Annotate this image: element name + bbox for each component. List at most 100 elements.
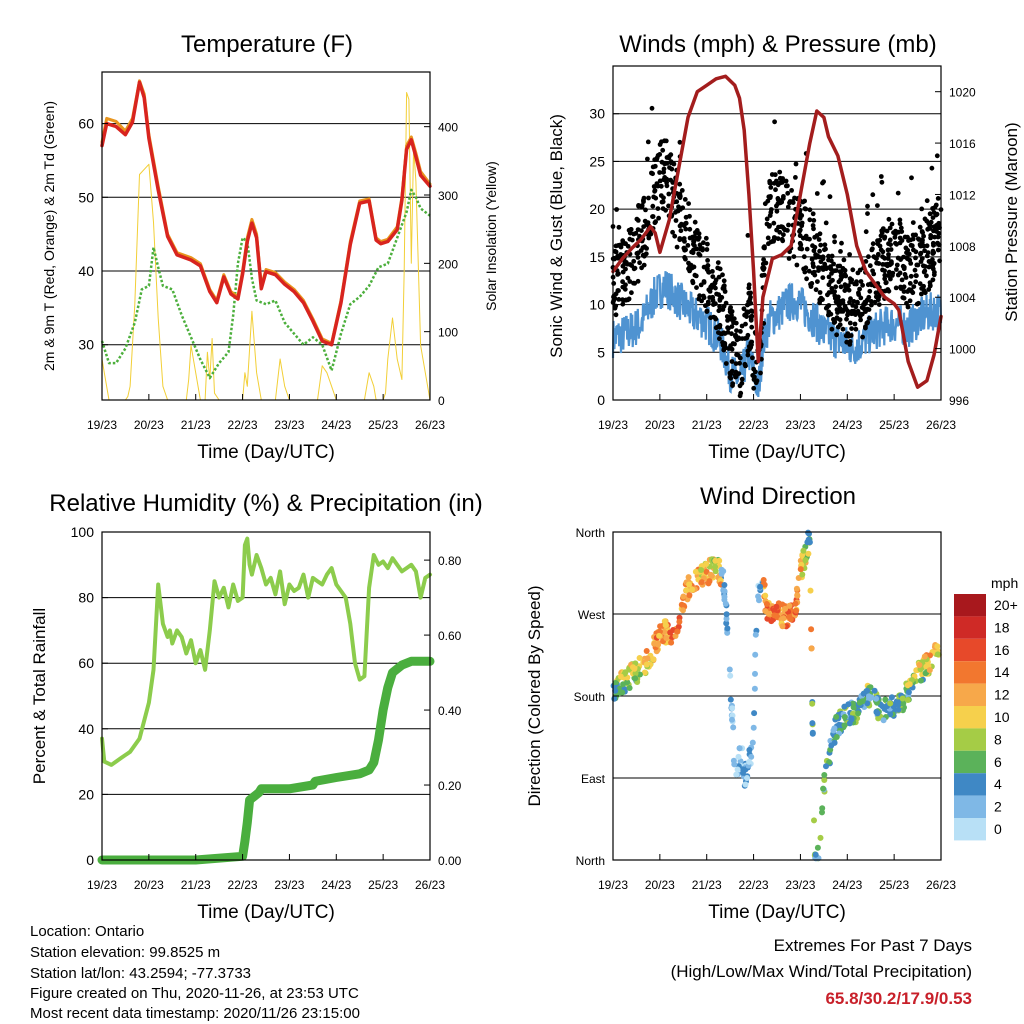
gust-point <box>673 218 679 223</box>
y-tick-label: 10 <box>589 297 605 313</box>
station-pressure-line <box>611 74 943 389</box>
gust-point <box>696 251 702 257</box>
x-tick-label: 26/23 <box>415 418 445 432</box>
gust-point <box>882 255 887 261</box>
gust-point <box>809 256 815 262</box>
direction-point <box>644 655 651 662</box>
gust-point <box>635 255 641 260</box>
gust-point <box>899 277 905 283</box>
gust-point <box>804 246 810 252</box>
gust-point <box>807 236 812 242</box>
gust-point <box>711 302 716 307</box>
direction-point <box>619 689 626 696</box>
gust-point <box>730 341 736 346</box>
gust-point <box>841 257 847 263</box>
gust-point <box>694 285 699 290</box>
gust-point <box>829 326 835 332</box>
direction-point <box>746 747 753 753</box>
legend-label: 4 <box>994 776 1002 792</box>
gust-point <box>785 183 790 189</box>
y-right-tick-label: 1000 <box>949 343 976 357</box>
gust-point <box>815 279 820 284</box>
gust-point <box>729 324 735 329</box>
humidity-plot-frame <box>101 531 431 861</box>
temperature-y-axis-title: 2m & 9m T (Red, Orange) & 2m Td (Green) <box>41 101 57 371</box>
gust-point <box>875 238 880 244</box>
gust-point <box>901 295 907 301</box>
direction-point <box>895 706 902 713</box>
gust-point <box>829 286 835 291</box>
x-tick-label: 24/23 <box>832 878 862 892</box>
direction-point <box>757 583 764 590</box>
temperature-x-axis-title: Time (Day/UTC) <box>197 442 335 463</box>
x-tick-label: 20/23 <box>134 418 164 432</box>
direction-point <box>814 844 821 851</box>
direction-point <box>727 696 734 703</box>
gust-point <box>866 294 872 300</box>
direction-point <box>874 710 881 717</box>
gust-point <box>844 339 850 345</box>
gust-point <box>934 227 939 233</box>
gust-point <box>623 266 628 272</box>
winds-panel: Winds (mph) & Pressure (mb) 19/23 20/23 21… <box>547 31 1021 463</box>
gust-point <box>692 272 698 278</box>
gust-point <box>810 270 816 276</box>
gust-point <box>679 188 685 193</box>
gust-point <box>804 276 809 282</box>
gust-point <box>731 320 736 326</box>
gust-point <box>691 247 696 253</box>
y-right-tick-label: 0.20 <box>438 779 462 793</box>
extremes-values: 65.8/30.2/17.9/0.53 <box>825 989 972 1008</box>
direction-point <box>686 592 693 599</box>
gust-point <box>641 197 646 203</box>
gust-point <box>618 242 624 248</box>
x-tick-label: 19/23 <box>598 418 628 432</box>
gust-point <box>797 229 802 234</box>
direction-point <box>657 623 664 630</box>
gust-point <box>878 233 884 239</box>
y-tick-label: 50 <box>78 189 94 205</box>
x-tick-label: 20/23 <box>645 878 675 892</box>
gust-point <box>909 175 914 181</box>
direction-point <box>797 566 804 573</box>
direction-point <box>643 648 650 654</box>
gust-point <box>645 220 651 226</box>
gust-point <box>882 288 888 294</box>
gust-point <box>931 242 936 248</box>
direction-point <box>823 763 829 770</box>
gust-point <box>894 262 900 268</box>
direction-point <box>779 623 786 630</box>
dewpoint-line <box>100 188 431 380</box>
x-tick-label: 22/23 <box>739 418 769 432</box>
gust-point <box>917 242 923 248</box>
gust-point <box>777 198 783 204</box>
direction-point <box>751 710 758 717</box>
gust-point <box>816 265 821 270</box>
gust-point <box>885 256 891 261</box>
y-tick-label: 30 <box>78 337 94 353</box>
direction-point <box>811 817 817 824</box>
gust-point <box>798 246 804 251</box>
gust-point <box>773 187 778 193</box>
gust-point <box>866 254 871 260</box>
x-tick-label: 23/23 <box>785 418 815 432</box>
gust-point <box>766 224 772 229</box>
gust-point <box>703 303 708 309</box>
gust-point <box>611 281 617 286</box>
gust-point <box>772 119 777 125</box>
direction-point <box>663 635 670 641</box>
x-tick-label: 21/23 <box>181 418 211 432</box>
gust-point <box>876 297 881 303</box>
gust-point <box>807 217 813 223</box>
direction-point <box>756 597 762 604</box>
gust-point <box>797 240 803 246</box>
wind-direction-axis-ticks: 19/23 20/23 21/23 22/23 23/23 24/23 25/23 26/23… <box>574 526 957 892</box>
x-tick-label: 26/23 <box>926 418 956 432</box>
gust-point <box>652 163 658 169</box>
legend-label: 2 <box>994 799 1002 815</box>
gust-point <box>926 287 932 292</box>
direction-point <box>656 632 663 639</box>
gust-point <box>826 312 831 318</box>
direction-point <box>707 571 714 578</box>
gust-point <box>911 284 917 289</box>
